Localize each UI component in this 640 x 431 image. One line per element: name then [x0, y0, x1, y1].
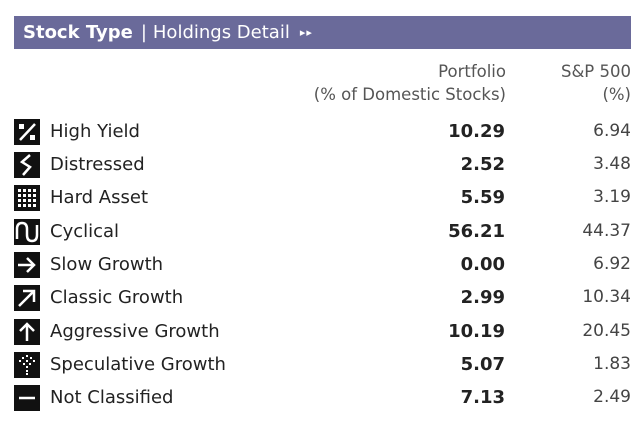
- sp500-value: 3.48: [593, 154, 631, 174]
- row-label: Cyclical: [50, 221, 120, 242]
- row-label: Not Classified: [50, 387, 174, 408]
- table-row: Aggressive Growth 10.19 20.45: [14, 318, 631, 345]
- sp500-column-header: S&P 500 (%): [561, 60, 631, 106]
- not-classified-icon: [14, 385, 40, 411]
- row-label: Slow Growth: [50, 254, 164, 275]
- portfolio-value: 56.21: [448, 221, 505, 242]
- sp500-value: 6.92: [593, 254, 631, 274]
- classic-growth-icon: [14, 285, 40, 311]
- portfolio-value: 7.13: [460, 387, 505, 408]
- table-row: Not Classified 7.13 2.49: [14, 384, 631, 411]
- sp500-header-line1: S&P 500: [560, 62, 631, 81]
- row-label: Hard Asset: [50, 187, 148, 208]
- sp500-value: 20.45: [582, 321, 631, 341]
- sp500-value: 10.34: [582, 287, 631, 307]
- speculative-growth-icon: [14, 352, 40, 378]
- row-label: High Yield: [50, 121, 140, 142]
- table-row: Hard Asset 5.59 3.19: [14, 184, 631, 211]
- high-yield-icon: [14, 119, 40, 145]
- portfolio-value: 2.99: [460, 287, 505, 308]
- row-label: Classic Growth: [50, 287, 184, 308]
- aggressive-growth-icon: [14, 319, 40, 345]
- sp500-value: 1.83: [593, 354, 631, 374]
- portfolio-value: 10.29: [448, 121, 505, 142]
- table-row: Cyclical 56.21 44.37: [14, 218, 631, 245]
- portfolio-header-line1: Portfolio: [438, 62, 506, 81]
- sp500-value: 44.37: [582, 221, 631, 241]
- table-row: High Yield 10.29 6.94: [14, 118, 631, 145]
- portfolio-value: 5.07: [460, 354, 505, 375]
- portfolio-column-header: Portfolio (% of Domestic Stocks): [314, 60, 506, 106]
- portfolio-value: 0.00: [460, 254, 505, 275]
- section-title: Stock Type: [23, 22, 133, 43]
- expand-arrows-icon[interactable]: ▸▸: [299, 26, 313, 39]
- portfolio-value: 2.52: [460, 154, 505, 175]
- section-header: Stock Type | Holdings Detail ▸▸: [14, 16, 631, 49]
- slow-growth-icon: [14, 252, 40, 278]
- row-label: Aggressive Growth: [50, 321, 220, 342]
- row-label: Distressed: [50, 154, 145, 175]
- portfolio-value: 10.19: [448, 321, 505, 342]
- sp500-value: 2.49: [593, 387, 631, 407]
- table-row: Distressed 2.52 3.48: [14, 151, 631, 178]
- distressed-icon: [14, 152, 40, 178]
- table-row: Classic Growth 2.99 10.34: [14, 284, 631, 311]
- row-label: Speculative Growth: [50, 354, 226, 375]
- cyclical-icon: [14, 219, 40, 245]
- sp500-header-line2: (%): [602, 85, 631, 104]
- table-row: Slow Growth 0.00 6.92: [14, 251, 631, 278]
- hard-asset-icon: [14, 185, 40, 211]
- portfolio-value: 5.59: [460, 187, 505, 208]
- title-separator: |: [140, 22, 147, 43]
- portfolio-header-line2: (% of Domestic Stocks): [313, 85, 506, 104]
- sp500-value: 3.19: [593, 187, 631, 207]
- table-row: Speculative Growth 5.07 1.83: [14, 351, 631, 378]
- sp500-value: 6.94: [593, 121, 631, 141]
- section-subtitle: Holdings Detail: [152, 22, 290, 43]
